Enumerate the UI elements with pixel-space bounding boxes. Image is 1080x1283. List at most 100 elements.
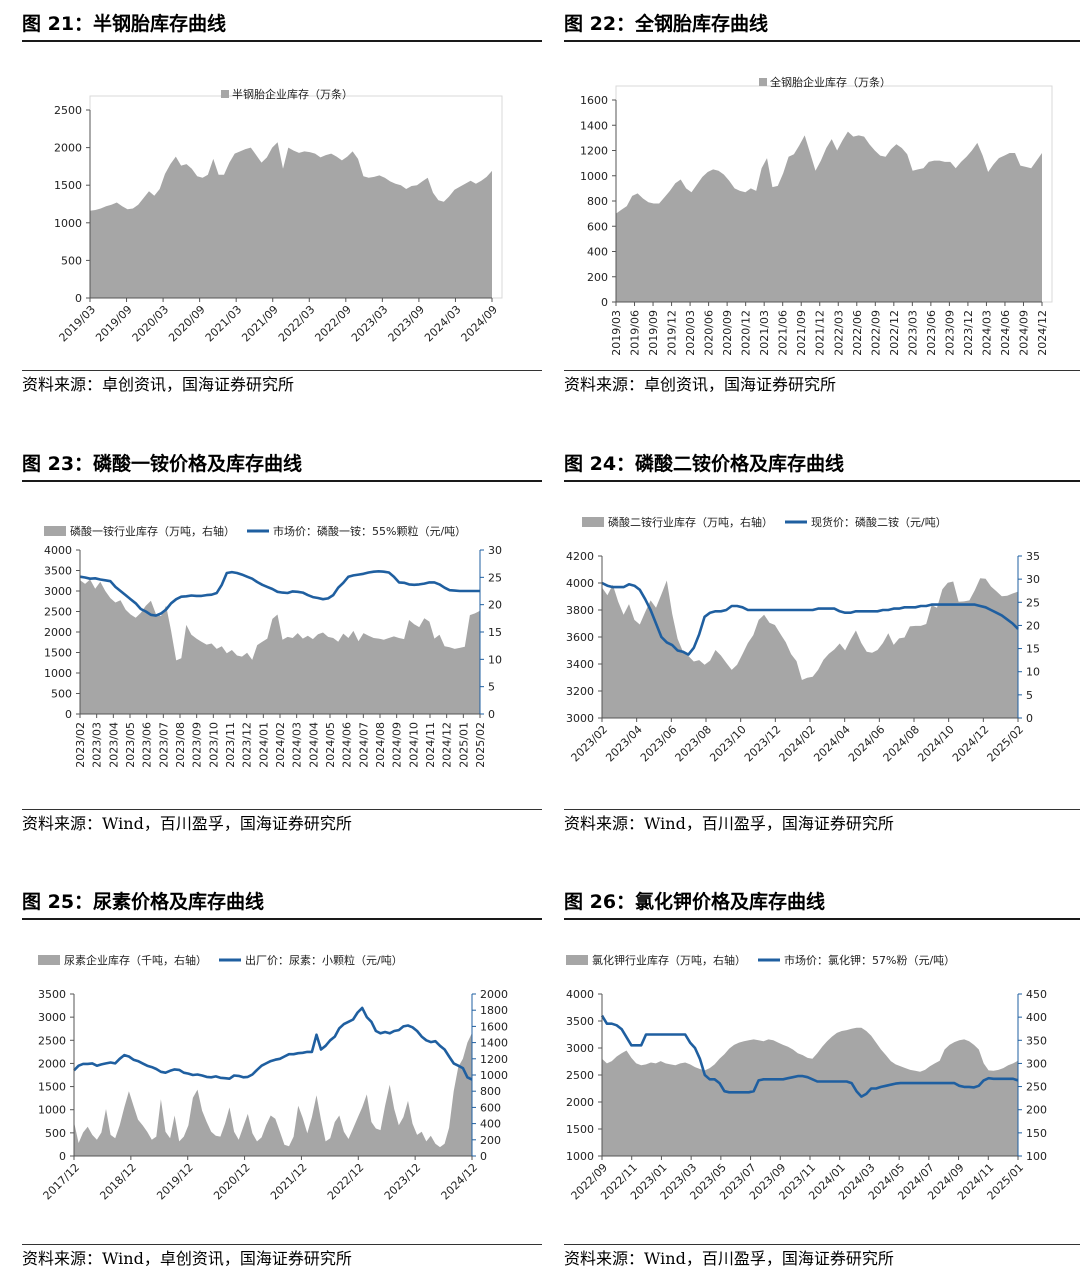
y-tick-label: 3000: [566, 1042, 594, 1055]
y-right-tick-label: 10: [1026, 666, 1040, 679]
chart-svg: 3000 3200 3400 3600 3800 4000 4200 0 5 10 15 20 25 30…: [566, 515, 1040, 765]
x-tick-label: 2019/09: [647, 310, 660, 356]
y-tick-label: 4000: [44, 544, 72, 557]
y-right-tick-label: 150: [1026, 1127, 1047, 1140]
x-tick-label: 2020/03: [684, 310, 697, 356]
legend-label: 现货价：磷酸二铵（元/吨）: [811, 515, 947, 529]
source-note: 资料来源：卓创资讯，国海证券研究所: [22, 370, 542, 399]
line-series: [600, 1014, 1019, 1098]
y-tick-label: 3400: [566, 658, 594, 671]
x-tick-label: 2024/09: [1017, 310, 1030, 356]
figure-title: 图 23：磷酸一铵价格及库存曲线: [22, 450, 542, 482]
legend-swatch-area: [44, 526, 66, 536]
y-right-tick-label: 800: [480, 1085, 501, 1098]
y-tick-label: 0: [601, 296, 608, 309]
figure-26: 图 26：氯化钾价格及库存曲线 1000 1500 2000 2500 3000 3500…: [564, 888, 1080, 1280]
x-tick-label: 2020/09: [166, 303, 208, 345]
x-tick-label: 2023/11: [224, 722, 237, 768]
legend-label: 市场价：氯化钾：57%粉（元/吨）: [784, 953, 955, 967]
y-right-tick-label: 350: [1026, 1034, 1047, 1047]
x-tick-label: 2023/10: [707, 723, 749, 765]
y-right-tick-label: 0: [488, 708, 495, 721]
x-tick-label: 2022/03: [276, 303, 318, 345]
legend-label: 出厂价：尿素：小颗粒（元/吨）: [245, 953, 403, 967]
area-series: [602, 1027, 1018, 1156]
x-tick-label: 2025/02: [985, 723, 1027, 765]
x-tick-label: 2024/05: [324, 722, 337, 768]
x-tick-label: 2023/09: [943, 310, 956, 356]
y-tick-label: 1400: [580, 119, 608, 132]
x-tick-label: 2022/03: [832, 310, 845, 356]
source-note: 资料来源：Wind，百川盈孚，国海证券研究所: [564, 809, 1080, 838]
y-tick-label: 1500: [44, 647, 72, 660]
y-tick-label: 1500: [54, 179, 82, 192]
y-tick-label: 4200: [566, 550, 594, 563]
y-tick-label: 3000: [44, 585, 72, 598]
x-tick-label: 2022/06: [851, 310, 864, 356]
y-right-tick-label: 15: [1026, 643, 1040, 656]
x-tick-label: 2023/06: [141, 722, 154, 768]
x-tick-label: 2025/02: [474, 722, 487, 768]
x-tick-label: 2021/06: [777, 310, 790, 356]
y-right-tick-label: 250: [1026, 1081, 1047, 1094]
x-tick-label: 2023/12: [742, 723, 784, 765]
y-right-tick-label: 100: [1026, 1150, 1047, 1163]
x-tick-label: 2021/03: [203, 303, 245, 345]
figure-24: 图 24：磷酸二铵价格及库存曲线 3000 3200 3400 3600 3800 400…: [564, 450, 1080, 840]
x-tick-label: 2022/12: [888, 310, 901, 356]
y-tick-label: 3500: [566, 1015, 594, 1028]
x-tick-label: 2024/01: [257, 722, 270, 768]
y-tick-label: 1500: [566, 1123, 594, 1136]
figure-title: 图 26：氯化钾价格及库存曲线: [564, 888, 1080, 920]
x-tick-label: 2024/03: [291, 722, 304, 768]
x-tick-label: 2024/03: [980, 310, 993, 356]
figure-title: 图 22：全钢胎库存曲线: [564, 10, 1080, 42]
y-right-tick-label: 1200: [480, 1053, 508, 1066]
y-tick-label: 2500: [566, 1069, 594, 1082]
x-tick-label: 2020/03: [130, 303, 172, 345]
y-tick-label: 1000: [580, 170, 608, 183]
source-note: 资料来源：Wind，百川盈孚，国海证券研究所: [22, 809, 542, 838]
x-tick-label: 2020/06: [703, 310, 716, 356]
x-tick-label: 2024/03: [422, 303, 464, 345]
figure-21: 图 21：半钢胎库存曲线 0 500 1000 1500 2000 2500 2019/03…: [22, 10, 542, 402]
figure-title: 图 24：磷酸二铵价格及库存曲线: [564, 450, 1080, 482]
y-tick-label: 0: [65, 708, 72, 721]
x-tick-label: 2022/09: [312, 303, 354, 345]
x-tick-label: 2022/12: [325, 1161, 367, 1203]
x-tick-label: 2023/03: [906, 310, 919, 356]
legend-swatch-area: [38, 955, 60, 965]
chart-svg: 0 500 1000 1500 2000 2500 3000 3500 4000 0 5 10 15 20…: [44, 524, 502, 768]
x-tick-label: 2024/11: [424, 722, 437, 768]
y-right-tick-label: 2000: [480, 988, 508, 1001]
y-tick-label: 1500: [38, 1081, 66, 1094]
x-tick-label: 2021/12: [814, 310, 827, 356]
y-tick-label: 500: [51, 688, 72, 701]
x-tick-label: 2023/09: [191, 722, 204, 768]
legend-label: 氯化钾行业库存（万吨，右轴）: [592, 953, 746, 967]
x-tick-label: 2023/03: [91, 722, 104, 768]
x-tick-label: 2023/08: [673, 723, 715, 765]
figure-23: 图 23：磷酸一铵价格及库存曲线 0 500 1000 1500 2000 2500 300…: [22, 450, 542, 840]
y-right-tick-label: 5: [488, 681, 495, 694]
x-tick-label: 2024/09: [459, 303, 501, 345]
y-right-tick-label: 1600: [480, 1020, 508, 1033]
y-tick-label: 400: [587, 246, 608, 259]
y-right-tick-label: 1400: [480, 1037, 508, 1050]
x-tick-label: 2021/12: [268, 1161, 310, 1203]
y-tick-label: 500: [45, 1127, 66, 1140]
y-right-tick-label: 15: [488, 626, 502, 639]
y-tick-label: 800: [587, 195, 608, 208]
legend-label: 全钢胎企业库存（万条）: [770, 75, 891, 89]
x-tick-label: 2023/05: [124, 722, 137, 768]
area-series: [602, 578, 1018, 718]
x-tick-label: 2019/03: [610, 310, 623, 356]
x-tick-label: 2021/09: [795, 310, 808, 356]
y-right-tick-label: 25: [488, 571, 502, 584]
y-tick-label: 2500: [54, 104, 82, 117]
y-right-tick-label: 0: [480, 1150, 487, 1163]
y-tick-label: 1600: [580, 94, 608, 107]
x-tick-label: 2023/04: [603, 723, 645, 765]
legend-swatch-area: [566, 955, 588, 965]
x-tick-label: 2024/10: [915, 723, 957, 765]
